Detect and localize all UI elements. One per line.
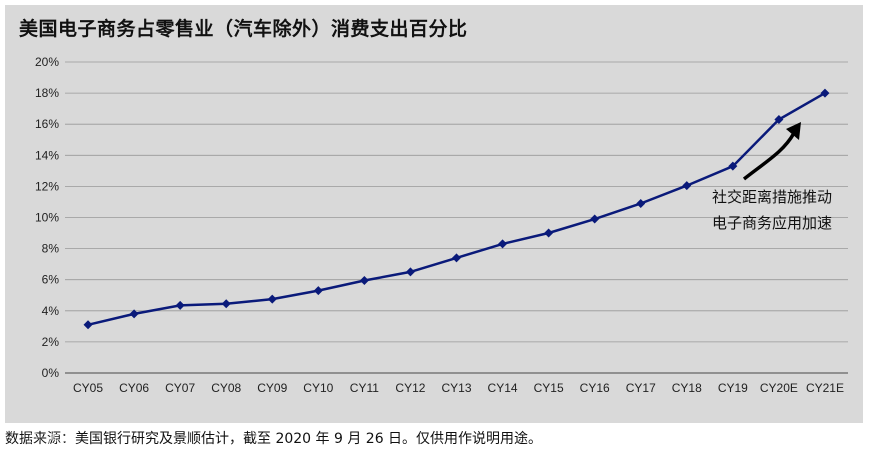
data-point-marker (820, 88, 830, 98)
data-point-marker (359, 275, 369, 285)
x-tick-label: CY10 (303, 381, 333, 395)
data-point-marker (83, 320, 93, 330)
y-tick-label: 8% (42, 242, 60, 256)
data-point-marker (682, 181, 692, 191)
data-point-marker (129, 309, 139, 319)
x-tick-label: CY14 (488, 381, 518, 395)
x-tick-label: CY17 (626, 381, 656, 395)
y-tick-label: 4% (42, 304, 60, 318)
data-point-marker (498, 239, 508, 249)
data-point-marker (590, 214, 600, 224)
x-tick-label: CY20E (760, 381, 798, 395)
data-point-marker (267, 294, 277, 304)
x-tick-label: CY09 (257, 381, 287, 395)
gridlines (65, 61, 848, 374)
data-point-marker (313, 286, 323, 296)
data-point-marker (221, 299, 231, 309)
data-point-markers (83, 88, 830, 330)
annotation-arrow-shaft (742, 132, 796, 181)
data-point-marker (452, 253, 461, 263)
y-tick-label: 6% (42, 273, 60, 287)
y-tick-label: 2% (42, 335, 60, 349)
x-tick-label: CY08 (211, 381, 241, 395)
line-chart: 0%2%4%6%8%10%12%14%16%18%20% CY05 CY06 CY0… (35, 55, 848, 395)
y-tick-label: 20% (35, 55, 59, 69)
data-point-marker (728, 161, 738, 171)
source-note: 数据来源：美国银行研究及景顺估计，截至 2020 年 9 月 26 日。仅供用作… (5, 431, 543, 447)
x-tick-label: CY16 (580, 381, 610, 395)
y-tick-label: 16% (35, 117, 59, 131)
chart-title: 美国电子商务占零售业（汽车除外）消费支出百分比 (19, 18, 468, 40)
x-tick-label: CY21E (806, 381, 844, 395)
x-tick-label: CY18 (672, 381, 702, 395)
annotation-line-2: 电子商务应用加速 (712, 214, 832, 232)
data-point-marker (774, 115, 784, 125)
x-tick-label: CY15 (534, 381, 564, 395)
data-point-marker (175, 300, 185, 310)
x-tick-label: CY19 (718, 381, 748, 395)
y-tick-label: 18% (35, 86, 59, 100)
data-point-marker (405, 267, 415, 277)
data-point-marker (544, 228, 554, 238)
series-line (87, 92, 826, 327)
y-tick-label: 0% (42, 366, 60, 380)
annotation: 社交距离措施推动 电子商务应用加速 (712, 122, 832, 232)
chart-panel: 美国电子商务占零售业（汽车除外）消费支出百分比 0% 2% 4% 6% 8% 10% 12%… (5, 5, 863, 423)
y-tick-label: 12% (35, 179, 59, 193)
annotation-arrow-head (786, 122, 801, 140)
x-tick-label: CY06 (119, 381, 149, 395)
x-tick-label: CY05 (73, 381, 103, 395)
y-tick-label: 10% (35, 211, 59, 225)
y-tick-label: 14% (35, 148, 59, 162)
y-axis-tick-labels: 0% 2% 4% 6% 8% 10% 12% 14% 16% 18% 20% (35, 55, 59, 380)
x-tick-label: CY13 (441, 381, 471, 395)
x-tick-label: CY07 (165, 381, 195, 395)
x-tick-label: CY11 (350, 381, 379, 395)
watermark: ◎ 大师 (28, 428, 76, 446)
annotation-line-1: 社交距离措施推动 (712, 188, 832, 206)
data-point-marker (636, 199, 646, 209)
x-axis-tick-labels: CY05 CY06 CY07 CY08 CY09 CY10 CY11 CY12 CY13 CY14… (73, 381, 844, 395)
x-tick-label: CY12 (395, 381, 425, 395)
